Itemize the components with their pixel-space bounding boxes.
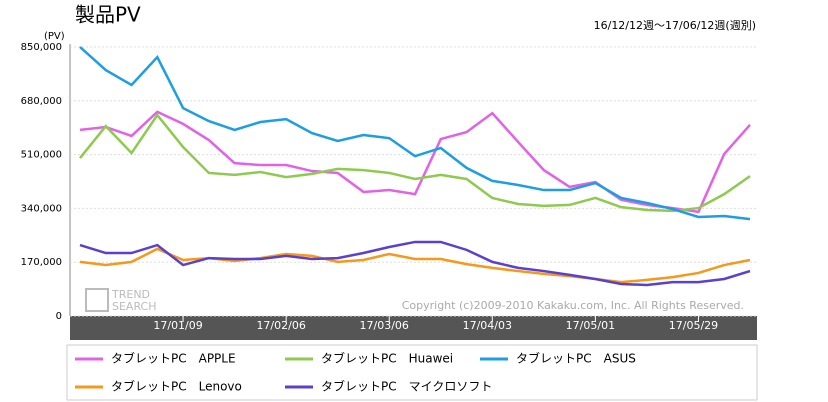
x-axis-band [70, 316, 757, 340]
y-tick-label: 340,000 [21, 203, 62, 214]
y-axis-label: (PV) [44, 31, 65, 42]
y-tick-label: 510,000 [21, 150, 62, 161]
copyright: Copyright (c)2009-2010 Kakaku.com, Inc. … [402, 299, 744, 312]
series-line [79, 112, 751, 213]
x-tick-label: 17/05/01 [566, 319, 615, 332]
chart-title: 製品PV [75, 3, 141, 27]
series-line [79, 46, 751, 221]
legend-label: タブレットPC APPLE [111, 351, 236, 366]
legend-label: タブレットPC Lenovo [111, 379, 242, 394]
x-tick-label: 17/02/06 [256, 319, 305, 332]
y-tick-label: 680,000 [21, 96, 62, 107]
x-tick-label: 17/01/09 [153, 319, 202, 332]
legend-box [66, 344, 758, 401]
legend-label: タブレットPC マイクロソフト [321, 379, 492, 394]
chart-subtitle: 16/12/12週～17/06/12週(週別) [594, 19, 756, 32]
y-tick-label: 0 [56, 311, 62, 322]
y-tick-label: 170,000 [21, 257, 62, 268]
legend-label: タブレットPC Huawei [321, 351, 453, 366]
x-tick-label: 17/05/29 [669, 319, 718, 332]
watermark: SEARCH [112, 300, 157, 313]
series-line [79, 240, 751, 287]
series-line [79, 110, 751, 214]
watermark-icon [85, 288, 109, 312]
x-tick-label: 17/04/03 [463, 319, 512, 332]
series-line [79, 247, 751, 284]
legend-label: タブレットPC ASUS [516, 351, 636, 366]
watermark: TREND [111, 288, 150, 301]
y-tick-label: 850,000 [21, 42, 62, 53]
x-tick-label: 17/03/06 [360, 319, 409, 332]
